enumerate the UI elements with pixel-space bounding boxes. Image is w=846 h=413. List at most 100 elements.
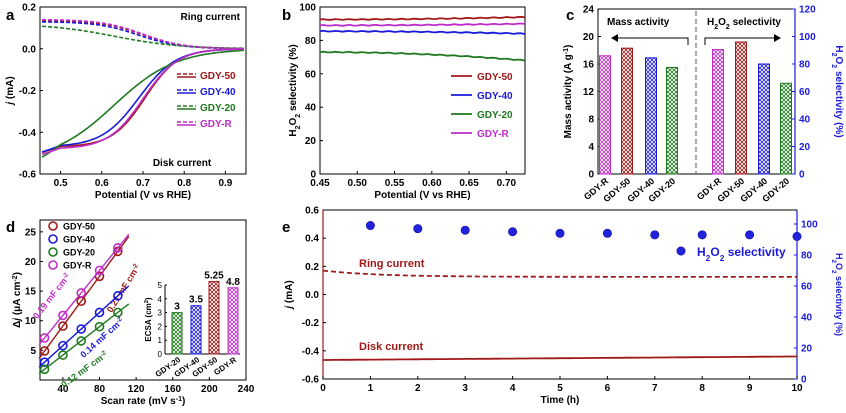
y-tick-label-right: 20	[799, 142, 811, 153]
y-tick-label: 10	[25, 316, 37, 327]
y-tick-label: 24	[583, 5, 595, 16]
selectivity-bar-gdy40	[758, 63, 770, 175]
y-axis-title-left: j (mA)	[284, 280, 295, 310]
legend-label: GDY-50	[63, 222, 95, 232]
selectivity-curve-gdy40	[319, 29, 526, 35]
x-tick-label: 240	[238, 384, 255, 395]
x-tick-label: 5	[557, 383, 563, 394]
x-axis-title: Time (h)	[541, 395, 580, 406]
ring-current-annotation: Ring current	[181, 12, 241, 23]
disk-current-annotation: Disk current	[153, 158, 212, 169]
y-tick-label: 20	[583, 32, 595, 43]
y-tick-label: 16	[583, 60, 595, 71]
x-tick-label: 10	[791, 383, 803, 394]
y-tick-label: 25	[25, 227, 37, 238]
y-tick-label: 0	[310, 170, 316, 181]
selectivity-point	[413, 224, 423, 234]
x-tick-label: 120	[128, 384, 145, 395]
x-axis-title: Potential (V vs RHE)	[374, 190, 470, 201]
x-tick-label: 8	[699, 383, 705, 394]
ring-current-label: Ring current	[359, 258, 425, 270]
inset-y-axis-title: ECSA (cm2)	[144, 297, 153, 342]
y-tick-label: 5	[30, 346, 36, 357]
x-tick-label: 80	[94, 384, 106, 395]
selectivity-point	[792, 231, 802, 241]
plot-frame	[39, 219, 247, 381]
data-point-gdyR	[94, 265, 105, 276]
panel-e-stability-chart: 0 1 2 3 4 5 6 7 8 9 10 -0.6 -0.4 -0.2 0.0 0.2 0.4 0.6 0 20 4…	[284, 206, 844, 407]
x-tick-label: 0.65	[459, 178, 479, 189]
x-tick-label: 40	[57, 384, 69, 395]
ring-current-line	[322, 269, 797, 278]
ring-curve-gdyR	[42, 18, 244, 50]
x-axis-title: Scan rate (mV s-1)	[101, 396, 186, 408]
disk-curve-gdy20	[41, 49, 244, 158]
panel-a-lsv-chart: 0.5 0.6 0.7 0.8 0.9 -0.6 -0.4 -0.2 0.0 0.2 j (mA) P…	[5, 3, 247, 201]
data-point-gdy40	[39, 357, 50, 368]
x-tick-label: 0	[320, 383, 326, 394]
legend-marker	[48, 260, 58, 270]
legend-marker	[676, 246, 686, 256]
panel-label-d: d	[6, 219, 15, 236]
y-tick-label: -0.6	[19, 170, 37, 181]
inset-bar-gdy50	[208, 281, 220, 355]
selectivity-point	[365, 221, 375, 231]
selectivity-bar-gdy50	[735, 41, 747, 175]
x-tick-label: 0.8	[177, 178, 191, 189]
y-tick-label: -0.2	[19, 86, 37, 97]
selectivity-curve-gdyR	[319, 22, 526, 27]
data-point-gdyR	[39, 333, 50, 343]
inset-bar-gdyR	[227, 287, 239, 355]
inset-y-tick-label: 3	[158, 309, 163, 318]
y-tick-label: -0.4	[19, 128, 37, 139]
inset-value-label: 4.8	[226, 277, 240, 288]
panel-b-selectivity-chart: 0.45 0.50 0.55 0.60 0.65 0.70 0 20 40 60 80 100 H2O2…	[288, 3, 526, 201]
inset-y-tick-label: 1	[158, 336, 163, 345]
mass-bar-gdyR	[599, 55, 611, 175]
disk-curve-gdyR	[41, 48, 244, 156]
x-tick-label: 1	[368, 383, 374, 394]
legend-label: GDY-50	[200, 71, 236, 82]
x-tick-label: 0.55	[385, 178, 405, 189]
slope-label-gdy50: 0.21 mF cm-2	[104, 262, 142, 314]
panel-label-b: b	[282, 7, 291, 24]
x-tick-label: 0.60	[422, 178, 442, 189]
y-tick-label: 20	[305, 136, 317, 147]
selectivity-point	[508, 227, 518, 237]
legend-label: GDY-20	[63, 248, 95, 258]
legend-label: GDY-R	[200, 119, 232, 130]
selectivity-point	[460, 225, 470, 235]
y-axis-title: H2O2 selectivity (%)	[288, 44, 302, 136]
selectivity-point	[650, 230, 660, 240]
x-tick-label: 0.9	[218, 178, 232, 189]
disk-curve-gdy50	[41, 48, 244, 154]
y-tick-label: -0.6	[302, 375, 320, 386]
data-point-gdy50	[58, 321, 68, 331]
data-point-gdy50	[39, 346, 50, 356]
y-tick-label: 15	[25, 287, 37, 298]
legend-label: GDY-40	[200, 87, 236, 98]
legend-label: GDY-50	[477, 72, 513, 83]
mass-bar-gdy40	[645, 57, 657, 175]
legend-marker	[48, 221, 58, 231]
inset-y-tick-label: 0	[158, 350, 163, 359]
inset-bar-gdy20	[171, 312, 183, 355]
x-tick-label: 9	[747, 383, 753, 394]
legend-marker	[48, 247, 58, 257]
disk-current-label: Disk current	[359, 341, 424, 353]
x-tick-label: 3	[462, 383, 468, 394]
y-tick-label: 0.4	[305, 234, 319, 245]
selectivity-arrowhead	[774, 34, 781, 42]
group-label-mass: Mass activity	[607, 17, 670, 28]
data-point-gdyR	[113, 243, 123, 253]
x-tick-label: 7	[652, 383, 658, 394]
x-tick-label: 2	[415, 383, 421, 394]
plot-frame	[319, 6, 526, 175]
y-tick-label: 12	[583, 87, 595, 98]
data-point-gdy20	[39, 364, 50, 375]
mass-arrow-line	[618, 37, 689, 45]
selectivity-legend-label: H2O2 selectivity	[697, 245, 786, 263]
inset-value-label: 3.5	[189, 295, 203, 306]
y-axis-title-right: H2O2 selectivity (%)	[831, 45, 845, 137]
